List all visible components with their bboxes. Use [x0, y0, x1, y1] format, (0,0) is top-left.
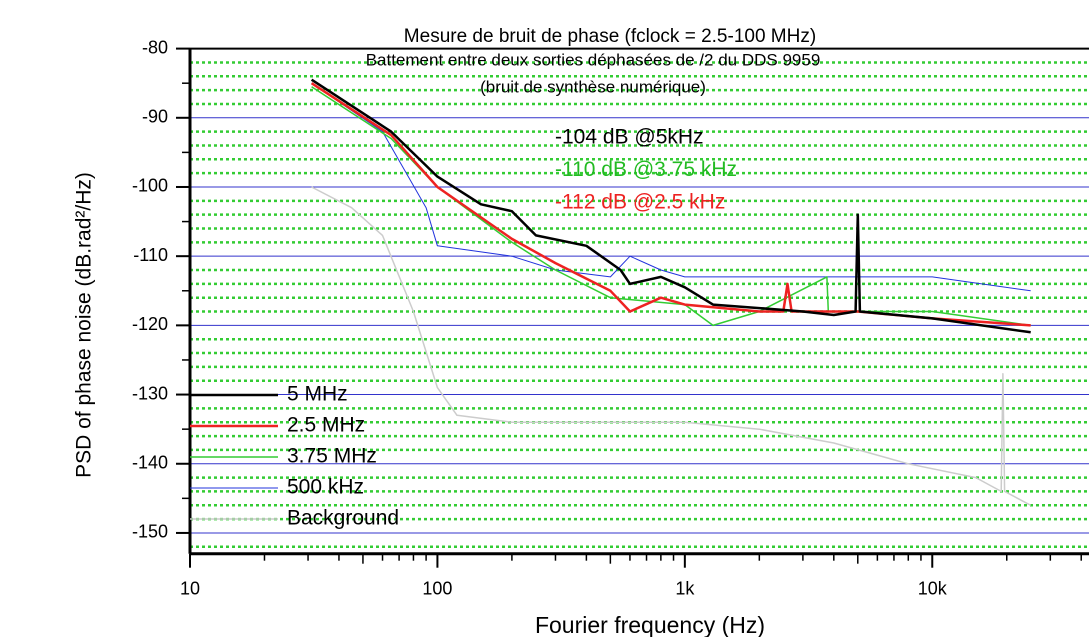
y-tick-label: -150	[132, 522, 168, 542]
chart-subtitle: (bruit de synthèse numérique)	[480, 77, 706, 96]
chart-subtitle: Battement entre deux sorties déphasées d…	[366, 50, 821, 69]
y-tick-label: -90	[142, 107, 168, 127]
y-tick-label: -100	[132, 176, 168, 196]
legend-label: 500 kHz	[287, 476, 364, 499]
annotation: -112 dB @2.5 kHz	[555, 191, 725, 214]
series-line	[310, 78, 1031, 334]
legend-label: 2.5 MHz	[287, 414, 365, 437]
annotation: -104 dB @5kHz	[555, 126, 704, 149]
chart-title: Mesure de bruit de phase (fclock = 2.5-1…	[404, 26, 816, 47]
x-tick-label: 10k	[918, 578, 948, 598]
series-line	[311, 186, 1032, 506]
y-axis-label: PSD of phase noise (dB.rad²/Hz)	[73, 172, 96, 478]
annotation: -110 dB @3.75 kHz	[555, 158, 737, 181]
legend-label: 5 MHz	[287, 383, 348, 406]
y-tick-label: -130	[132, 383, 168, 403]
y-tick-label: -140	[132, 453, 168, 473]
x-tick-label: 1k	[675, 578, 695, 598]
legend-label: Background	[287, 507, 399, 530]
legend-label: 3.75 MHz	[287, 445, 377, 468]
y-tick-label: -110	[133, 245, 168, 265]
y-tick-label: -80	[142, 37, 168, 57]
grid	[190, 48, 1089, 549]
x-axis-label: Fourier frequency (Hz)	[535, 612, 765, 637]
lines	[310, 78, 1032, 506]
series-line	[311, 82, 1031, 292]
x-tick-label: 10	[180, 578, 200, 598]
y-tick-label: -120	[132, 314, 168, 334]
x-tick-label: 100	[422, 578, 452, 598]
series-line	[310, 82, 1031, 327]
